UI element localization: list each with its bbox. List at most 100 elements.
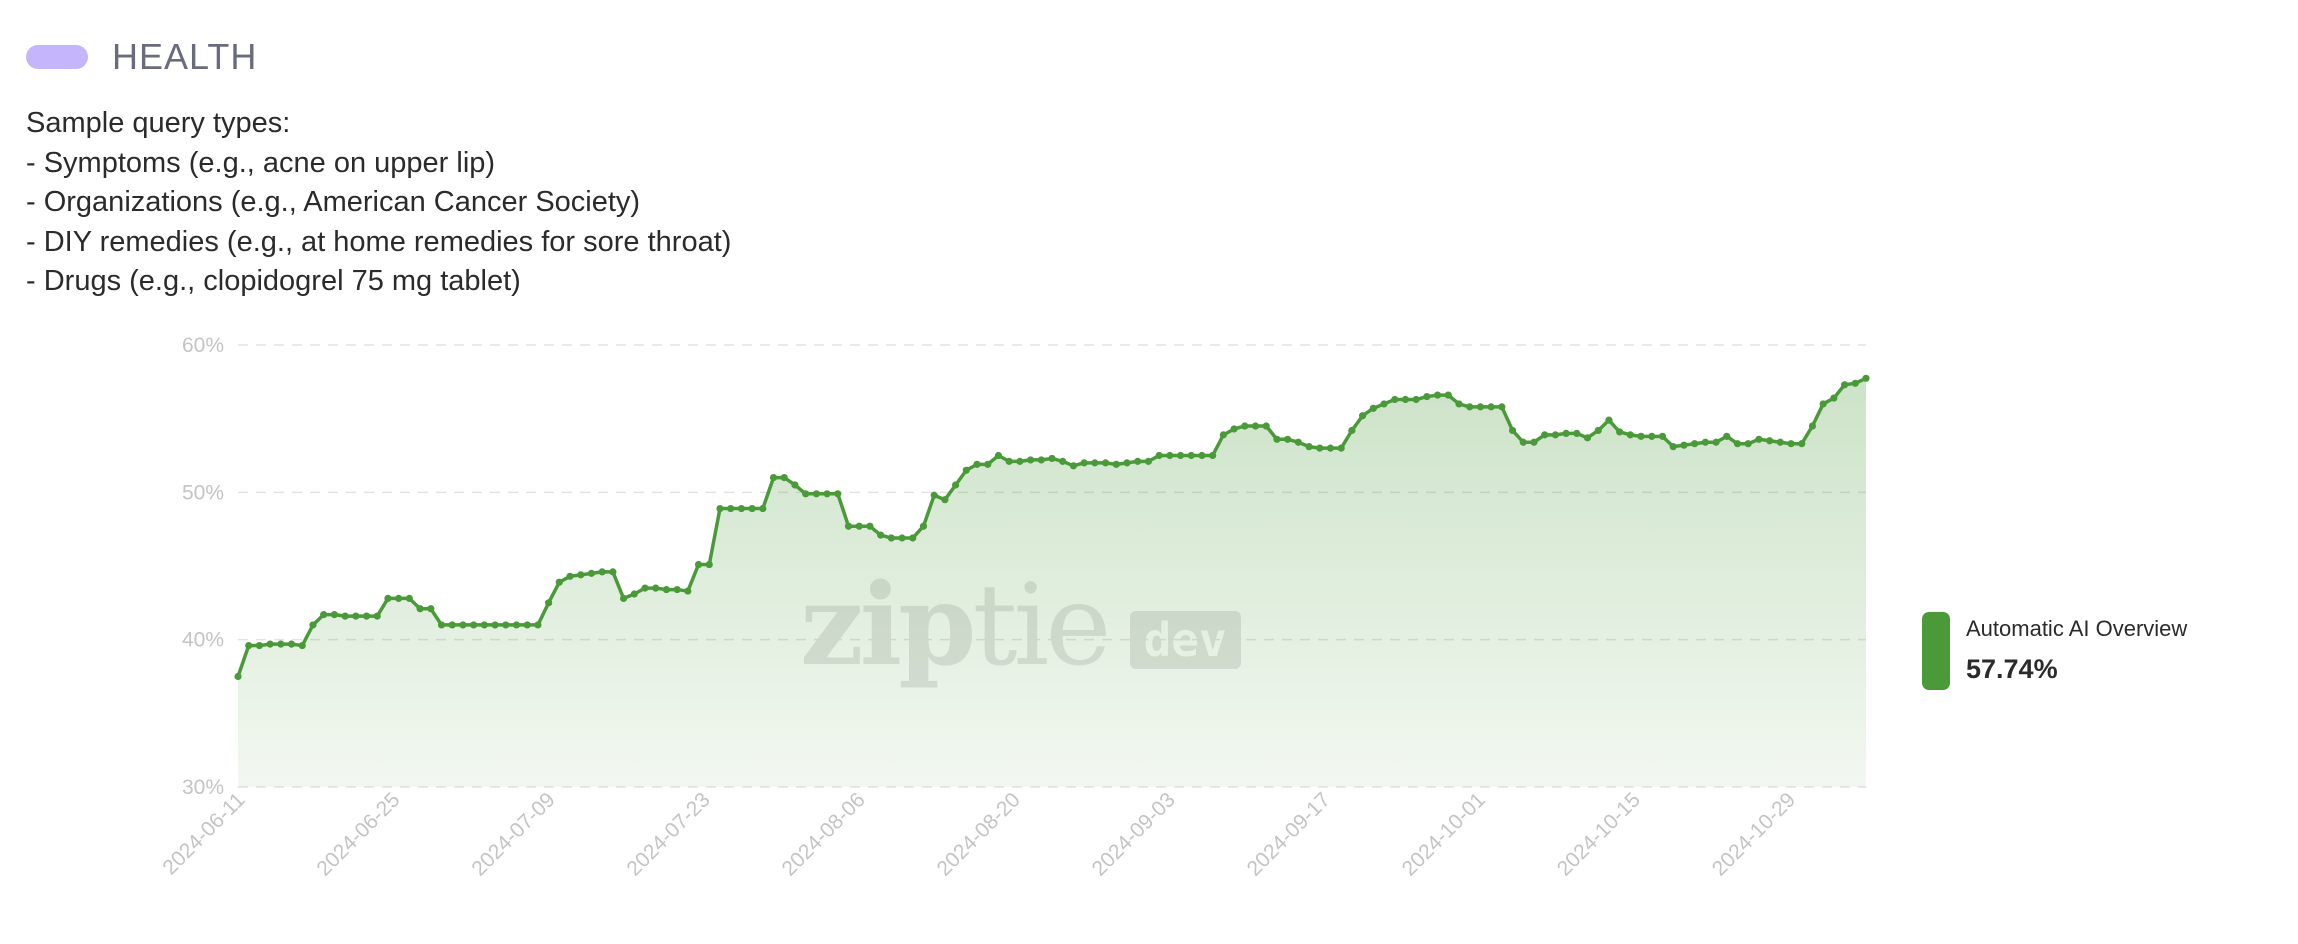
data-point bbox=[1273, 435, 1281, 443]
data-point bbox=[1284, 435, 1292, 443]
legend-swatch bbox=[1922, 612, 1950, 690]
data-point bbox=[255, 641, 264, 650]
data-point bbox=[705, 560, 713, 569]
data-point bbox=[1048, 454, 1056, 463]
data-point bbox=[1551, 431, 1559, 439]
x-tick-label: 2024-08-20 bbox=[933, 788, 1025, 880]
data-point bbox=[1648, 432, 1656, 440]
data-point bbox=[630, 590, 638, 598]
description-line: - DIY remedies (e.g., at home remedies f… bbox=[26, 225, 732, 258]
data-point bbox=[1219, 431, 1227, 439]
data-point bbox=[973, 460, 981, 468]
data-point bbox=[1412, 395, 1420, 404]
x-tick-label: 2024-09-03 bbox=[1088, 788, 1180, 880]
data-point bbox=[1069, 462, 1078, 470]
data-point bbox=[694, 560, 703, 569]
data-point bbox=[287, 640, 296, 648]
data-point bbox=[1562, 429, 1570, 437]
data-point bbox=[834, 490, 842, 498]
data-point bbox=[941, 496, 949, 504]
data-point bbox=[1176, 451, 1185, 460]
data-point bbox=[502, 621, 510, 629]
x-tick-label: 2024-09-17 bbox=[1243, 788, 1335, 880]
description-intro: Sample query types: bbox=[26, 107, 291, 139]
data-point bbox=[1262, 422, 1270, 430]
data-point bbox=[1166, 451, 1174, 460]
data-point bbox=[609, 568, 617, 576]
data-point bbox=[727, 504, 735, 513]
data-point bbox=[330, 611, 338, 619]
data-point bbox=[1530, 438, 1538, 446]
data-point bbox=[1487, 403, 1495, 411]
y-tick-label: 60% bbox=[182, 334, 224, 357]
data-point bbox=[952, 481, 960, 489]
data-point bbox=[619, 594, 628, 603]
data-point bbox=[780, 474, 788, 482]
data-point bbox=[930, 491, 938, 499]
query-types-description: Sample query types: - Symptoms (e.g., ac… bbox=[26, 104, 731, 302]
data-point bbox=[984, 460, 992, 468]
data-point bbox=[673, 585, 681, 594]
data-point bbox=[1680, 441, 1688, 449]
data-point bbox=[1005, 457, 1013, 465]
data-point bbox=[652, 584, 660, 592]
data-point bbox=[362, 612, 371, 620]
data-point bbox=[1658, 432, 1667, 440]
data-point bbox=[373, 612, 381, 620]
data-point bbox=[1187, 451, 1195, 460]
data-point bbox=[1498, 403, 1506, 411]
data-point bbox=[245, 641, 253, 650]
chart-legend[interactable]: Automatic AI Overview 57.74% bbox=[1922, 612, 2187, 690]
data-point bbox=[1209, 451, 1217, 460]
data-point bbox=[866, 522, 874, 530]
data-point bbox=[1733, 440, 1742, 448]
data-point bbox=[1701, 438, 1709, 446]
data-point bbox=[1605, 416, 1613, 424]
description-line: - Organizations (e.g., American Cancer S… bbox=[26, 186, 641, 218]
x-tick-label: 2024-06-11 bbox=[158, 788, 249, 879]
data-point bbox=[1026, 456, 1035, 464]
data-point bbox=[748, 504, 756, 513]
data-point bbox=[1037, 456, 1045, 464]
data-point bbox=[994, 451, 1003, 460]
data-point bbox=[598, 568, 606, 576]
data-point bbox=[545, 599, 553, 607]
data-point bbox=[1691, 440, 1699, 448]
data-point bbox=[1348, 426, 1356, 435]
x-tick-label: 2024-10-15 bbox=[1553, 788, 1645, 880]
data-point bbox=[1594, 426, 1602, 435]
data-point bbox=[1294, 438, 1302, 446]
data-point bbox=[759, 504, 767, 513]
data-point bbox=[716, 504, 724, 513]
data-point bbox=[1401, 395, 1410, 404]
data-point bbox=[802, 490, 810, 498]
data-point bbox=[1744, 440, 1752, 448]
data-point bbox=[587, 569, 596, 577]
category-pill bbox=[26, 45, 88, 69]
data-point bbox=[1380, 400, 1388, 408]
data-point bbox=[266, 640, 274, 648]
data-point bbox=[1359, 412, 1367, 420]
data-point bbox=[1444, 391, 1452, 399]
data-point bbox=[491, 621, 499, 629]
description-line: - Symptoms (e.g., acne on upper lip) bbox=[26, 146, 496, 179]
data-point bbox=[1391, 395, 1399, 404]
data-point bbox=[1616, 428, 1624, 436]
data-point bbox=[427, 605, 435, 613]
data-point bbox=[1519, 438, 1527, 446]
category-title: HEALTH bbox=[112, 36, 258, 77]
data-point bbox=[341, 612, 349, 620]
data-point bbox=[1819, 400, 1827, 408]
data-point bbox=[1626, 431, 1634, 439]
data-point bbox=[1134, 457, 1142, 465]
x-tick-label: 2024-06-25 bbox=[312, 788, 404, 880]
data-point bbox=[909, 534, 917, 542]
data-point bbox=[1091, 459, 1099, 467]
data-point bbox=[1123, 459, 1131, 467]
data-point bbox=[1637, 432, 1645, 440]
data-point bbox=[1508, 426, 1517, 435]
data-point bbox=[459, 621, 467, 629]
data-point bbox=[887, 534, 895, 542]
data-point bbox=[1080, 459, 1088, 467]
data-point bbox=[1787, 440, 1795, 448]
